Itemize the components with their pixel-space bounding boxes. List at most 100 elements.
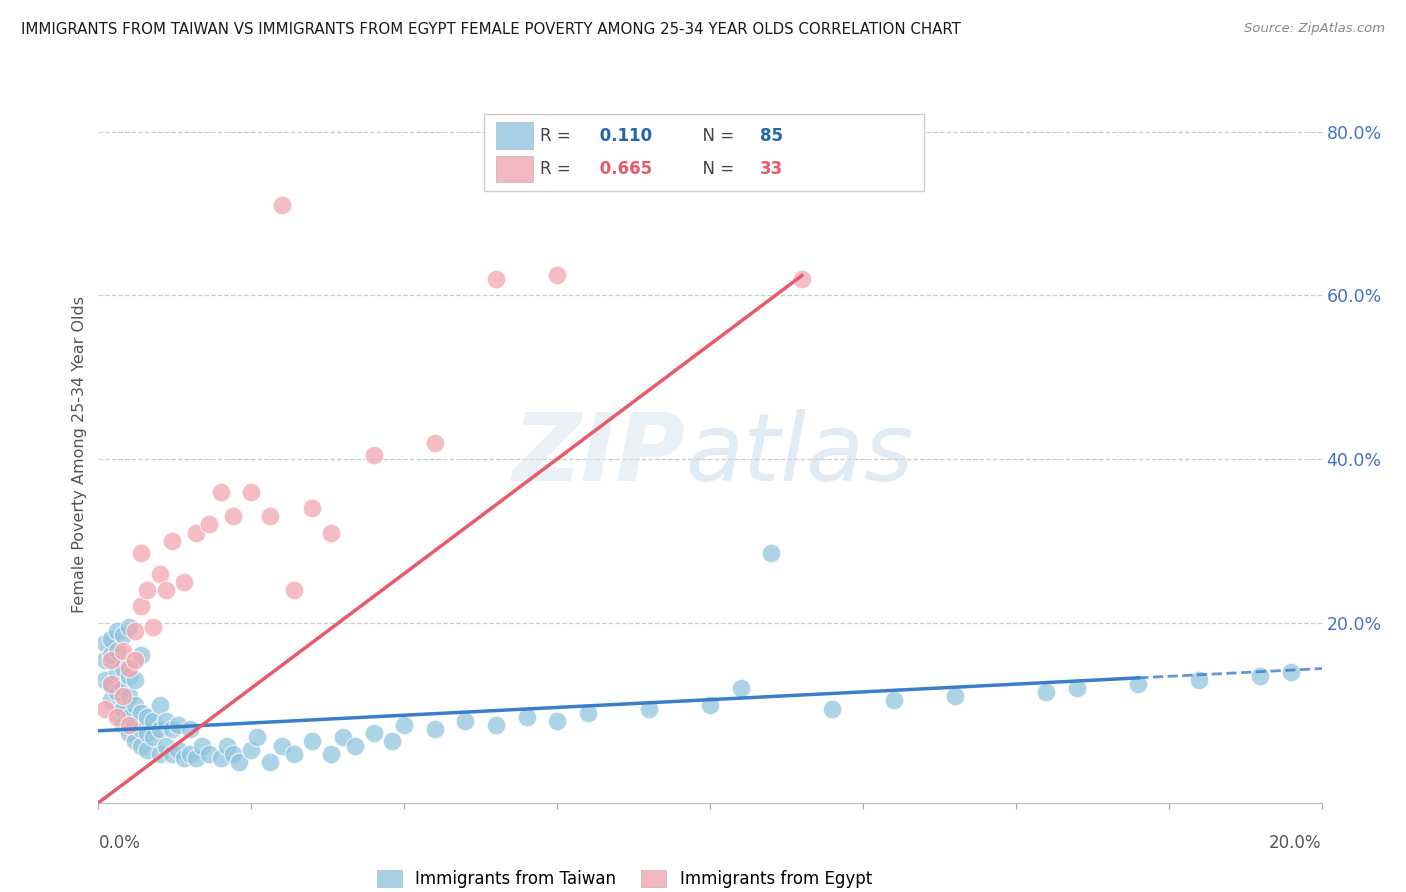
Point	[105, 710, 128, 724]
Point	[197, 517, 219, 532]
Point	[209, 751, 232, 765]
Point	[240, 742, 263, 756]
Point	[179, 722, 201, 736]
Point	[111, 681, 134, 696]
Point	[516, 710, 538, 724]
Text: atlas: atlas	[686, 409, 914, 500]
Point	[118, 620, 141, 634]
Point	[149, 722, 172, 736]
Point	[1188, 673, 1211, 687]
Point	[136, 710, 159, 724]
Point	[93, 636, 115, 650]
Point	[363, 726, 385, 740]
Point	[209, 484, 232, 499]
Point	[1035, 685, 1057, 699]
Point	[186, 751, 208, 765]
Point	[699, 698, 721, 712]
Point	[105, 685, 128, 699]
Point	[167, 718, 190, 732]
Point	[136, 742, 159, 756]
Point	[270, 739, 292, 753]
Point	[381, 734, 404, 748]
Point	[246, 731, 269, 745]
Point	[319, 747, 342, 761]
Point	[100, 677, 122, 691]
Point	[100, 677, 122, 691]
Point	[118, 718, 141, 732]
Point	[149, 747, 172, 761]
Point	[167, 742, 190, 756]
Text: 0.110: 0.110	[593, 127, 652, 145]
Point	[129, 546, 152, 560]
Point	[105, 665, 128, 679]
Point	[155, 582, 177, 597]
Point	[283, 582, 305, 597]
Point	[730, 681, 752, 696]
Point	[118, 710, 141, 724]
Text: 85: 85	[761, 127, 783, 145]
Point	[129, 722, 152, 736]
Point	[423, 722, 446, 736]
Point	[155, 739, 177, 753]
Point	[118, 661, 141, 675]
Legend: Immigrants from Taiwan, Immigrants from Egypt: Immigrants from Taiwan, Immigrants from …	[377, 871, 872, 888]
Point	[270, 198, 292, 212]
Point	[197, 747, 219, 761]
Point	[105, 624, 128, 638]
Point	[100, 632, 122, 646]
FancyBboxPatch shape	[484, 114, 924, 191]
Point	[546, 714, 568, 728]
Point	[129, 648, 152, 663]
Point	[93, 673, 115, 687]
Bar	[496, 156, 533, 182]
Text: Source: ZipAtlas.com: Source: ZipAtlas.com	[1244, 22, 1385, 36]
Point	[160, 533, 183, 548]
Point	[423, 435, 446, 450]
Text: IMMIGRANTS FROM TAIWAN VS IMMIGRANTS FROM EGYPT FEMALE POVERTY AMONG 25-34 YEAR : IMMIGRANTS FROM TAIWAN VS IMMIGRANTS FRO…	[21, 22, 960, 37]
Point	[1249, 669, 1271, 683]
Point	[1279, 665, 1302, 679]
Point	[142, 620, 165, 634]
Point	[129, 739, 152, 753]
Point	[363, 448, 385, 462]
Point	[215, 739, 238, 753]
Point	[160, 722, 183, 736]
Point	[240, 484, 263, 499]
Y-axis label: Female Poverty Among 25-34 Year Olds: Female Poverty Among 25-34 Year Olds	[72, 296, 87, 614]
Point	[1128, 677, 1150, 691]
Point	[485, 718, 508, 732]
Point	[111, 701, 134, 715]
Point	[228, 755, 250, 769]
Point	[118, 690, 141, 704]
Point	[129, 599, 152, 614]
Text: R =: R =	[540, 127, 576, 145]
Point	[179, 747, 201, 761]
Point	[155, 714, 177, 728]
Point	[344, 739, 367, 753]
Point	[301, 501, 323, 516]
Point	[790, 272, 813, 286]
Point	[301, 734, 323, 748]
Point	[105, 644, 128, 658]
Point	[191, 739, 214, 753]
Point	[129, 706, 152, 720]
Point	[142, 714, 165, 728]
Point	[93, 652, 115, 666]
Point	[259, 755, 281, 769]
Point	[124, 718, 146, 732]
Point	[124, 734, 146, 748]
Point	[259, 509, 281, 524]
Point	[173, 751, 195, 765]
Point	[485, 272, 508, 286]
Point	[637, 701, 661, 715]
Point	[100, 648, 122, 663]
Point	[943, 690, 966, 704]
Point	[759, 546, 782, 560]
Point	[222, 747, 245, 761]
Text: 33: 33	[761, 160, 783, 178]
Point	[124, 698, 146, 712]
Text: R =: R =	[540, 160, 576, 178]
Point	[1066, 681, 1088, 696]
Point	[124, 624, 146, 638]
Point	[100, 652, 122, 666]
